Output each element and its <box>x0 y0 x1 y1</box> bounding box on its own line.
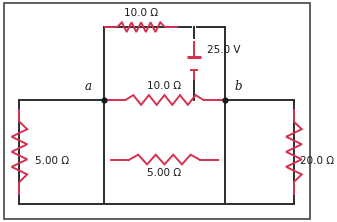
Text: 20.0 Ω: 20.0 Ω <box>300 156 334 166</box>
Text: 10.0 Ω: 10.0 Ω <box>124 8 158 18</box>
Text: 5.00 Ω: 5.00 Ω <box>35 156 69 166</box>
Text: b: b <box>235 80 242 93</box>
Text: 10.0 Ω: 10.0 Ω <box>147 81 182 91</box>
Text: 25.0 V: 25.0 V <box>207 45 240 55</box>
Text: 5.00 Ω: 5.00 Ω <box>147 168 182 178</box>
Text: a: a <box>84 80 91 93</box>
